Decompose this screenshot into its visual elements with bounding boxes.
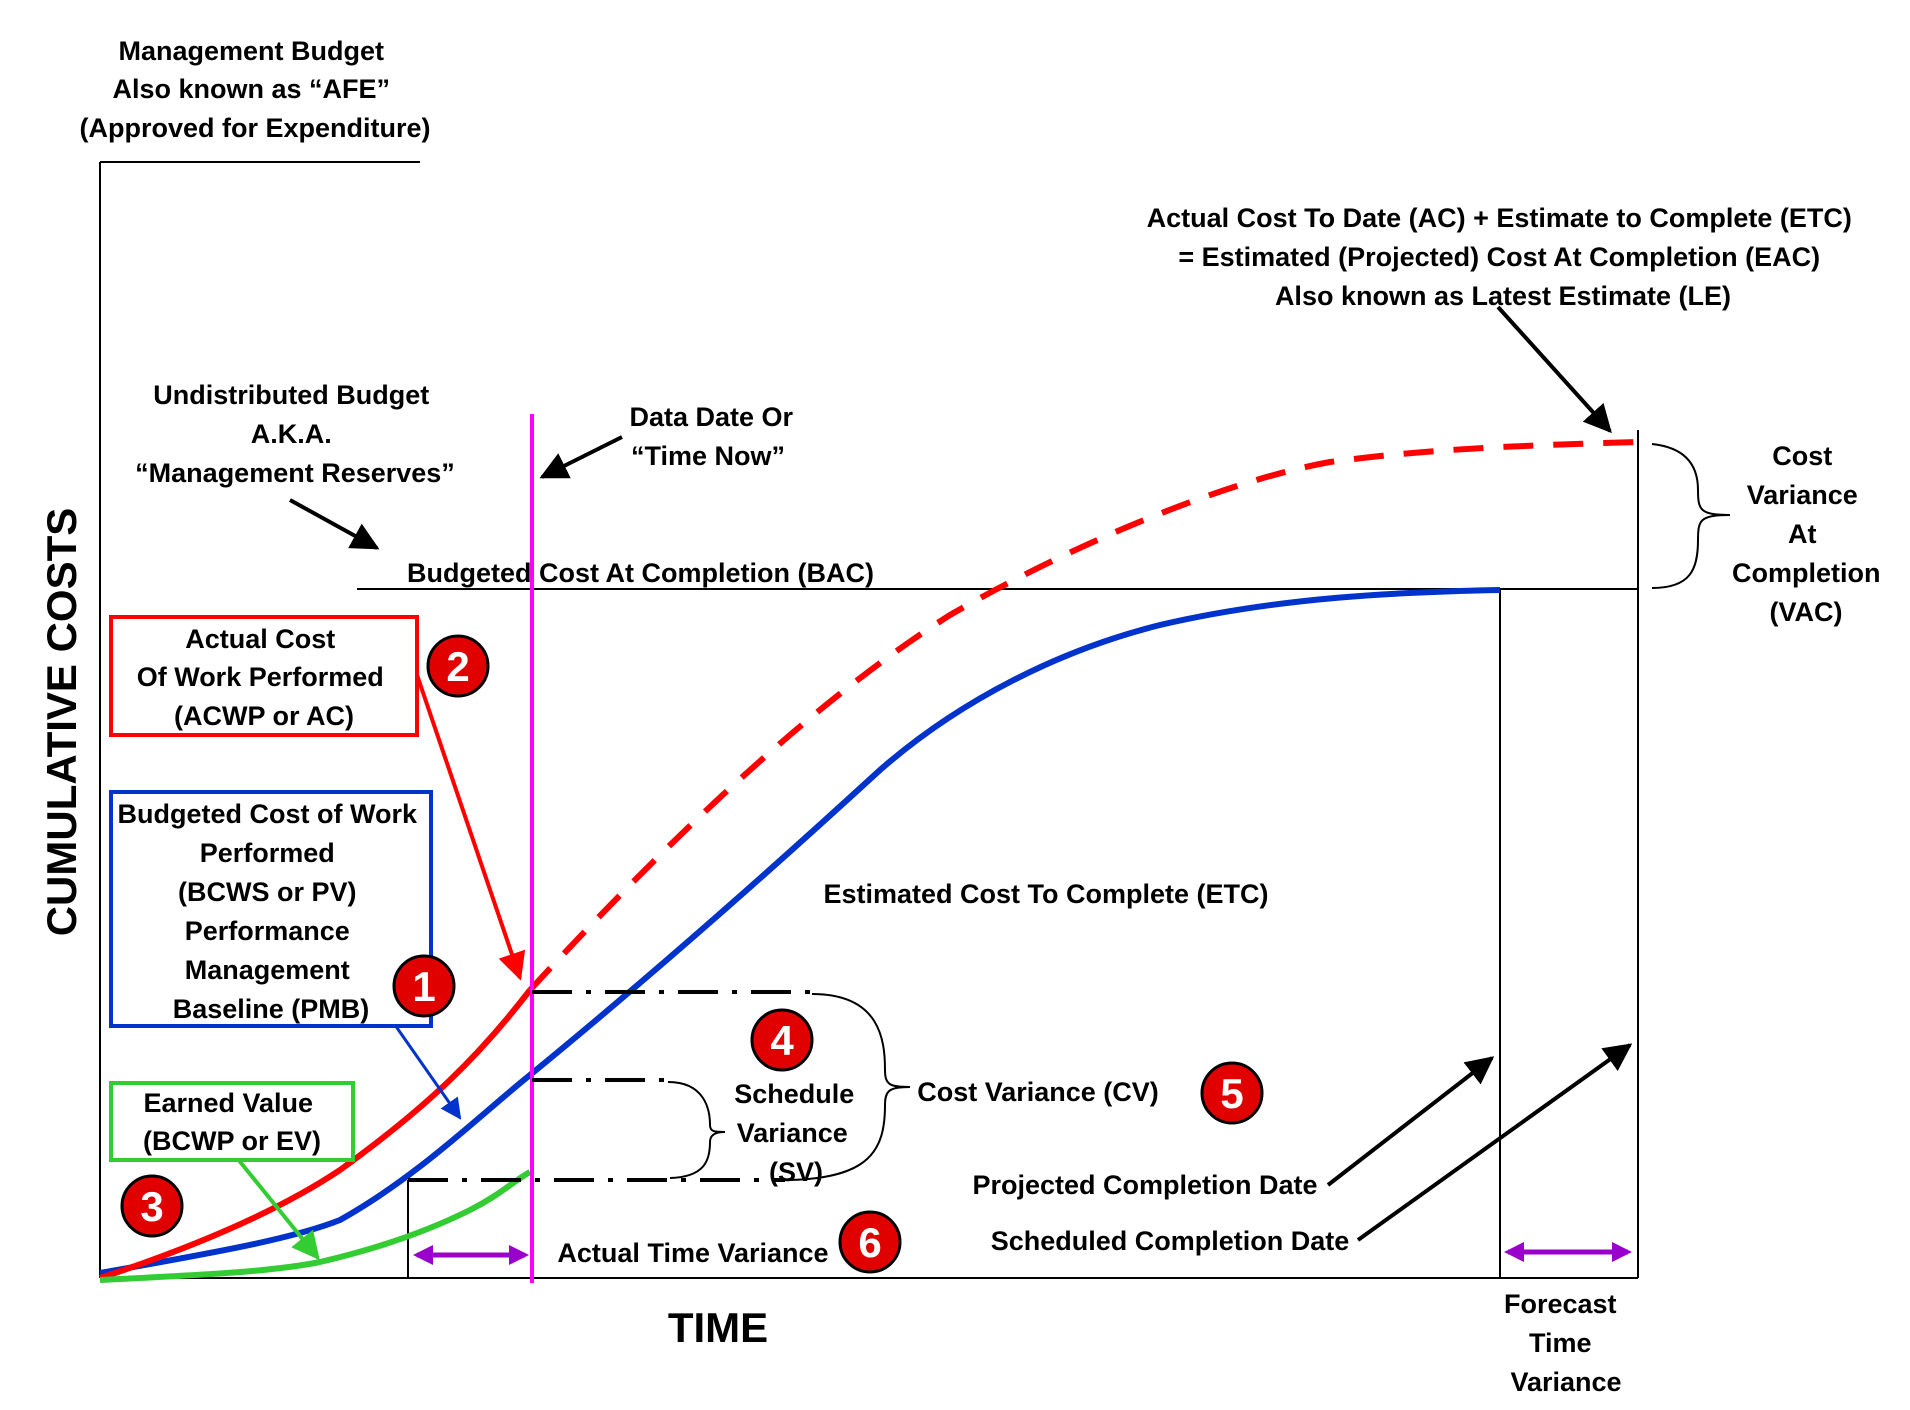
svg-text:2: 2 <box>446 643 469 690</box>
vac-label: Cost Variance At Completion (VAC) <box>1732 441 1888 627</box>
bcws-arrow <box>393 1024 462 1120</box>
x-axis-title: TIME <box>668 1304 768 1351</box>
bcws-box <box>109 790 433 1028</box>
forecast-time-variance-label: Forecast Time Variance <box>1504 1289 1624 1397</box>
badge-3: 3 <box>120 1174 184 1238</box>
scheduled-completion-arrow <box>1356 1043 1633 1242</box>
earned-value-label: Earned Value (BCWP or EV) <box>143 1088 321 1156</box>
earned-value-box <box>109 1081 355 1162</box>
bcws-label: Budgeted Cost of Work Performed (BCWS or… <box>117 799 424 1024</box>
planned-value-curve <box>99 587 1501 1276</box>
management-budget-label: Management Budget Also known as “AFE” (A… <box>79 36 430 143</box>
y-axis-title: CUMULATIVE COSTS <box>38 508 85 937</box>
bac-label: Budgeted Cost At Completion (BAC) <box>407 558 874 588</box>
svg-text:6: 6 <box>858 1219 881 1266</box>
actual-cost-curve <box>99 988 533 1281</box>
undistributed-arrow <box>289 498 380 550</box>
svg-text:1: 1 <box>412 963 435 1010</box>
actual-cost-projection-curve <box>527 439 1639 993</box>
schedule-variance-brace <box>667 1081 726 1179</box>
acwp-label: Actual Cost Of Work Performed (ACWP or A… <box>137 624 392 731</box>
scheduled-completion-label: Scheduled Completion Date <box>991 1226 1350 1256</box>
actual-time-variance-label: Actual Time Variance <box>557 1238 828 1268</box>
cost-variance-brace <box>789 993 911 1181</box>
badge-1: 1 <box>392 954 456 1018</box>
data-date-arrow <box>539 435 623 479</box>
eac-label: Actual Cost To Date (AC) + Estimate to C… <box>1147 203 1860 311</box>
acwp-box <box>109 615 419 737</box>
schedule-variance-label: Schedule Variance (SV) <box>734 1079 862 1187</box>
projected-completion-arrow <box>1326 1056 1495 1187</box>
badge-4: 4 <box>750 1008 814 1072</box>
vac-brace <box>1651 443 1731 589</box>
data-date-label: Data Date Or “Time Now” <box>629 402 800 471</box>
badge-5: 5 <box>1200 1061 1264 1125</box>
earned-value-arrow <box>235 1156 320 1261</box>
badge-6: 6 <box>838 1210 902 1274</box>
acwp-arrow <box>414 671 526 981</box>
projected-completion-label: Projected Completion Date <box>972 1170 1317 1200</box>
eac-arrow <box>1496 305 1612 434</box>
earned-value-curve <box>99 1169 532 1283</box>
undistributed-budget-label: Undistributed Budget A.K.A. “Management … <box>135 380 455 488</box>
svg-text:3: 3 <box>140 1183 163 1230</box>
cost-variance-label: Cost Variance (CV) <box>917 1077 1159 1107</box>
etc-label: Estimated Cost To Complete (ETC) <box>823 879 1268 909</box>
badge-2: 2 <box>426 634 490 698</box>
svg-text:4: 4 <box>770 1017 794 1064</box>
svg-text:5: 5 <box>1220 1070 1243 1117</box>
